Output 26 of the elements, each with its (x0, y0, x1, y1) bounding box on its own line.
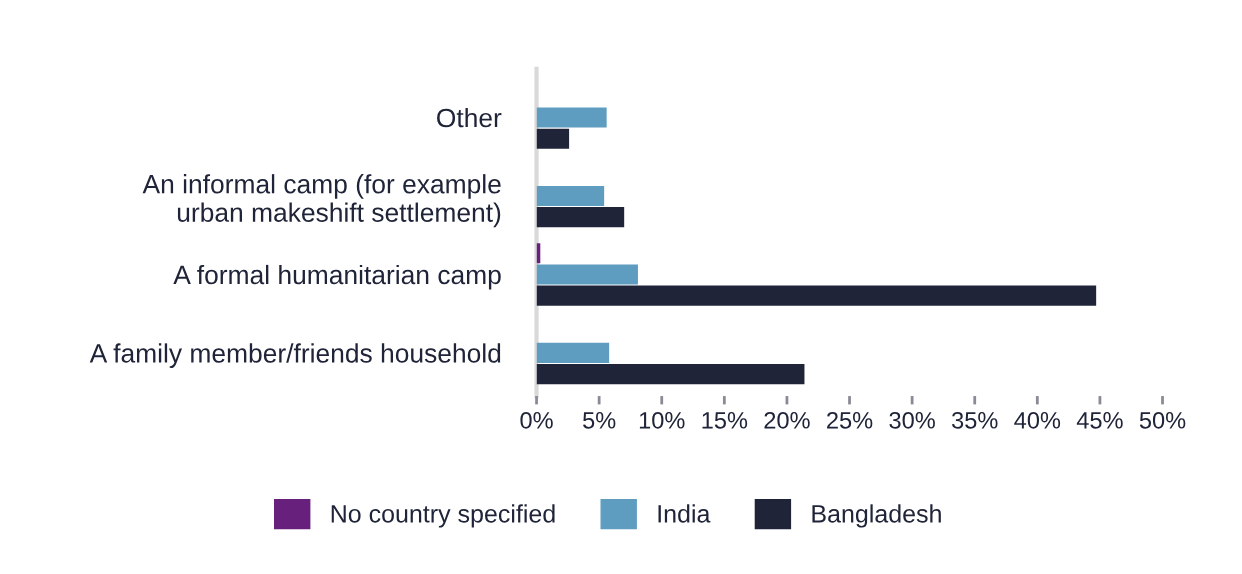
bar (536, 342, 610, 363)
legend-label: Bangladesh (812, 504, 941, 528)
y-tick-label: A formal humanitarian camp (173, 264, 501, 290)
bar (536, 285, 1097, 306)
x-tick-label: 15% (702, 412, 748, 429)
x-tick-label: 0% (520, 411, 553, 429)
legend-label: No country specified (331, 504, 555, 528)
x-tick-label: 40% (1014, 411, 1061, 429)
bar (536, 107, 607, 128)
y-tick-label: An informal camp (for example urban makeshift settlement) (142, 174, 501, 228)
x-tick-label: 5% (583, 412, 616, 429)
legend-label: India (658, 504, 711, 523)
bar (536, 364, 805, 385)
bar (536, 207, 625, 228)
bar (536, 128, 570, 149)
x-tick-label: 35% (951, 411, 998, 429)
x-tick-label: 20% (764, 411, 810, 429)
bar (536, 185, 605, 207)
y-tick-label: A family member/friends household (89, 343, 501, 368)
x-tick-label: 25% (827, 411, 873, 429)
y-tick-label: Other (437, 107, 502, 128)
bar (536, 264, 638, 285)
x-tick-label: 45% (1076, 412, 1123, 429)
x-tick-label: 10% (639, 411, 685, 429)
x-tick-label: 30% (889, 411, 935, 429)
x-tick-label: 50% (1139, 411, 1186, 429)
